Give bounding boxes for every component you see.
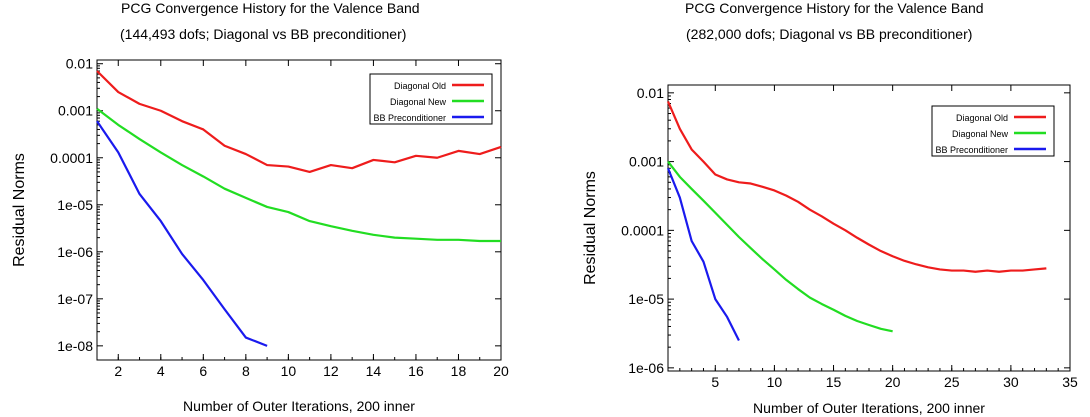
x-tick-label: 8 <box>242 363 250 379</box>
x-tick-label: 30 <box>1003 374 1019 390</box>
x-tick-label: 10 <box>281 363 297 379</box>
x-tick-label: 10 <box>767 374 783 390</box>
y-tick-label: 1e-06 <box>57 244 93 260</box>
x-tick-label: 16 <box>408 363 424 379</box>
y-tick-label: 1e-05 <box>628 291 664 307</box>
legend-label: Diagonal New <box>390 97 447 107</box>
chart-title: PCG Convergence History for the Valence … <box>685 0 984 16</box>
legend-label: Diagonal Old <box>956 113 1008 123</box>
x-tick-label: 15 <box>826 374 842 390</box>
legend-label: BB Preconditioner <box>373 113 446 123</box>
chart-subtitle: (144,493 dofs; Diagonal vs BB preconditi… <box>120 26 407 42</box>
x-tick-label: 25 <box>944 374 960 390</box>
y-tick-label: 0.01 <box>637 85 664 101</box>
legend <box>369 73 493 125</box>
y-axis-label: Residual Norms <box>11 153 28 267</box>
y-tick-label: 0.01 <box>66 56 93 72</box>
series-line <box>96 70 502 174</box>
chart-title: PCG Convergence History for the Valence … <box>121 0 420 16</box>
plot-area: 2 4 6 8 10 12 14 16 18 20 0.01 0.001 0.0001 1e-05 1e-0… <box>11 56 509 414</box>
y-tick-label: 0.0001 <box>50 150 93 166</box>
series-line <box>96 107 501 243</box>
x-tick-label: 12 <box>323 363 339 379</box>
series-line <box>666 167 740 341</box>
series-line <box>666 100 1047 273</box>
series-line <box>96 120 268 347</box>
x-tick-label: 20 <box>885 374 901 390</box>
chart-left: PCG Convergence History for the Valence … <box>11 0 509 414</box>
x-tick-label: 14 <box>366 363 382 379</box>
x-tick-label: 6 <box>199 363 207 379</box>
legend-label: Diagonal New <box>952 129 1009 139</box>
y-tick-label: 0.001 <box>629 154 664 170</box>
chart-subtitle: (282,000 dofs; Diagonal vs BB preconditi… <box>686 26 973 42</box>
plot-area: 5 10 15 20 25 30 35 0.01 0.001 0.0001 1e-05 1e-06 Di… <box>582 84 1078 416</box>
y-tick-label: 0.001 <box>58 103 93 119</box>
x-tick-label: 20 <box>493 363 509 379</box>
y-tick-label: 1e-06 <box>628 360 664 376</box>
legend-label: Diagonal Old <box>394 81 446 91</box>
x-tick-label: 18 <box>451 363 467 379</box>
x-axis-label: Number of Outer Iterations, 200 inner <box>753 400 985 416</box>
y-axis-label: Residual Norms <box>582 171 599 285</box>
series-line <box>667 160 893 333</box>
y-tick-label: 1e-05 <box>57 197 93 213</box>
x-tick-label: 35 <box>1062 374 1078 390</box>
chart-right: PCG Convergence History for the Valence … <box>545 0 1090 417</box>
y-tick-label: 1e-08 <box>57 338 93 354</box>
y-tick-label: 0.0001 <box>621 222 664 238</box>
x-tick-label: 4 <box>157 363 165 379</box>
y-tick-label: 1e-07 <box>57 291 93 307</box>
x-tick-label: 5 <box>711 374 719 390</box>
plot-frame <box>96 59 502 361</box>
x-axis-label: Number of Outer Iterations, 200 inner <box>183 398 415 414</box>
x-tick-label: 2 <box>114 363 122 379</box>
legend <box>931 105 1055 157</box>
legend-label: BB Preconditioner <box>935 145 1008 155</box>
